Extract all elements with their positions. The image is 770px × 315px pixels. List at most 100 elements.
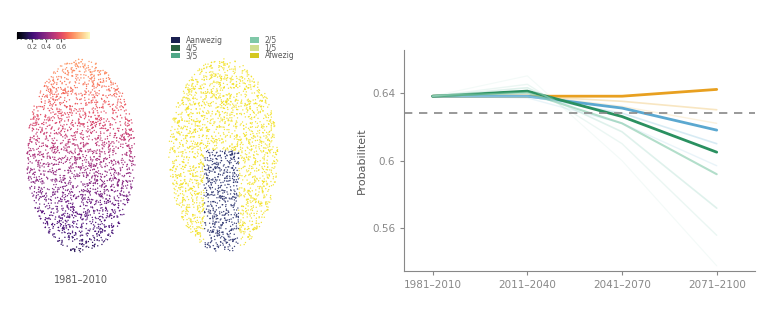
Point <box>86 87 99 92</box>
Point <box>220 152 233 158</box>
Point <box>226 66 238 72</box>
Point <box>207 206 219 211</box>
Point <box>243 151 256 156</box>
Point <box>172 150 185 155</box>
Point <box>27 117 39 122</box>
Point <box>62 112 75 117</box>
Point <box>64 103 76 108</box>
Point <box>97 195 109 200</box>
Point <box>199 158 212 163</box>
Point <box>40 134 52 139</box>
Point <box>217 180 229 185</box>
Point <box>196 69 208 74</box>
Point <box>185 216 197 221</box>
Point <box>125 133 137 138</box>
Point <box>191 144 203 149</box>
Point <box>176 117 188 123</box>
Point <box>36 189 49 194</box>
Point <box>243 192 255 197</box>
Point <box>104 131 116 136</box>
Point <box>256 124 268 129</box>
Point <box>74 121 86 126</box>
Point <box>235 193 247 198</box>
Point <box>244 106 256 111</box>
Point <box>214 169 226 174</box>
Point <box>231 180 243 185</box>
Point <box>261 111 273 116</box>
Point <box>220 220 233 225</box>
Point <box>172 185 185 190</box>
Point <box>89 201 102 206</box>
Point <box>206 89 218 94</box>
Point <box>102 136 114 141</box>
Point <box>101 88 113 93</box>
Point <box>35 216 47 221</box>
Point <box>69 76 82 81</box>
Point <box>75 229 88 234</box>
Point <box>235 223 247 228</box>
Point <box>216 222 229 227</box>
Point <box>118 131 130 136</box>
Point <box>219 199 231 204</box>
Point <box>233 137 245 142</box>
Point <box>95 185 108 190</box>
Point <box>211 242 223 247</box>
Point <box>217 232 229 237</box>
Point <box>207 80 219 85</box>
Point <box>223 232 235 238</box>
Point <box>225 217 237 222</box>
Point <box>83 149 95 154</box>
Point <box>65 61 78 66</box>
Point <box>97 93 109 98</box>
Point <box>94 72 106 77</box>
Point <box>215 117 227 123</box>
Point <box>263 119 276 124</box>
Point <box>90 137 102 142</box>
Point <box>86 120 99 125</box>
Point <box>70 196 82 201</box>
Point <box>66 234 79 239</box>
Point <box>254 202 266 207</box>
Point <box>184 171 196 176</box>
Point <box>201 245 213 250</box>
Point <box>104 76 116 81</box>
Point <box>92 135 104 140</box>
Point <box>226 170 239 175</box>
Point <box>233 220 245 225</box>
Point <box>254 135 266 140</box>
Point <box>255 93 267 98</box>
Point <box>25 154 37 159</box>
Point <box>176 130 188 135</box>
Point <box>182 225 195 230</box>
Point <box>202 143 214 148</box>
Point <box>249 97 262 102</box>
Point <box>233 151 245 156</box>
Point <box>189 102 201 107</box>
Point <box>251 94 263 99</box>
Point <box>197 133 209 138</box>
Point <box>231 100 243 106</box>
Point <box>254 158 266 163</box>
Point <box>201 214 213 219</box>
Point <box>38 173 50 178</box>
Point <box>202 227 214 232</box>
Point <box>243 181 255 186</box>
Point <box>191 192 203 197</box>
Point <box>219 247 231 252</box>
Point <box>244 125 256 130</box>
Point <box>202 119 214 124</box>
Point <box>170 104 182 109</box>
Point <box>100 224 112 229</box>
Point <box>55 157 68 162</box>
Point <box>62 118 75 123</box>
Point <box>101 213 113 218</box>
Point <box>249 101 262 106</box>
Point <box>38 84 51 89</box>
Point <box>96 182 109 187</box>
Point <box>229 97 242 102</box>
Point <box>51 94 63 99</box>
Point <box>72 172 84 177</box>
Point <box>246 188 259 193</box>
Point <box>100 201 112 206</box>
Point <box>41 219 53 224</box>
